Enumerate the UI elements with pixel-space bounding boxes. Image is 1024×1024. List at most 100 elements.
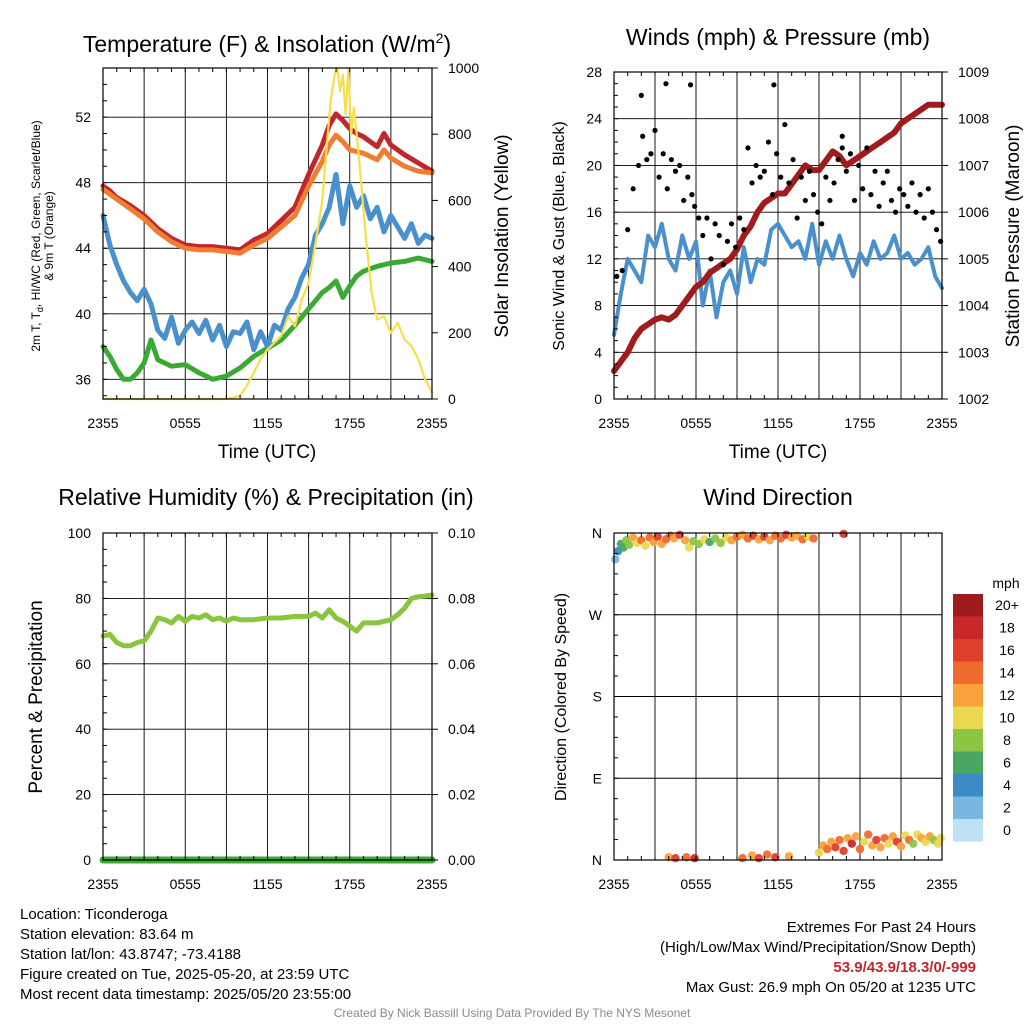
colorbar-swatch: [953, 819, 983, 842]
wind-y2label: Station Pressure (Maroon): [1003, 125, 1024, 348]
colorbar-swatch: [953, 751, 983, 774]
direction-point: [839, 529, 848, 539]
gust-point: [782, 121, 788, 128]
gust-point: [917, 192, 923, 198]
temp_9m-line: [100, 132, 435, 256]
temperature-y2label: Solar Insolation (Yellow): [492, 134, 513, 337]
gust-point: [716, 232, 722, 239]
gust-point: [640, 133, 646, 139]
colorbar-label: 20+: [995, 597, 1019, 613]
gust-point: [696, 215, 702, 221]
x-tick-label: 0555: [680, 876, 711, 892]
gust-point: [888, 197, 895, 204]
temperature-panel: Temperature (F) & Insolation (W/m2) 2355…: [29, 30, 513, 463]
wind-series: [611, 81, 945, 374]
direction-chart-title: Wind Direction: [703, 484, 853, 510]
gust-point: [681, 197, 687, 204]
x-tick-label: 2355: [598, 415, 629, 431]
direction-point: [855, 844, 865, 854]
temperature-ticks: 2355 0555 1155 1755 2355 36 40 44 48 52 0 200 400 600…: [75, 60, 479, 431]
y-tick-label: W: [589, 607, 603, 623]
max-gust: Max Gust: 26.9 mph On 05/20 at 1235 UTC: [685, 979, 976, 996]
humidity-ylabel: Percent & Precipitation: [26, 600, 47, 793]
colorbar-label: 10: [999, 710, 1015, 726]
colorbar-unit: mph: [992, 575, 1019, 591]
direction-point: [823, 844, 832, 854]
y2-tick-label: 1005: [958, 251, 989, 267]
colorbar-label: 16: [999, 642, 1015, 658]
direction-point: [716, 538, 725, 548]
gust-point: [892, 209, 899, 215]
gust-point: [839, 145, 845, 151]
gust-point: [733, 244, 739, 250]
gust-point: [872, 168, 878, 174]
gust-point: [656, 174, 662, 180]
y-tick-label: S: [593, 689, 602, 705]
direction-point: [624, 540, 634, 550]
gust-point: [925, 186, 931, 192]
y2-tick-label: 0.10: [448, 525, 475, 541]
speed-colorbar: mph 20+ 18 16 14 12 10 8 6 4 2 0: [953, 575, 1020, 842]
direction-point: [809, 534, 818, 543]
x-tick-label: 0555: [170, 415, 201, 431]
x-tick-label: 2355: [416, 876, 447, 892]
y2-tick-label: 0.06: [448, 656, 475, 672]
gust-point: [704, 215, 710, 221]
y2-tick-label: 1004: [958, 298, 989, 314]
colorbar-label: 18: [999, 620, 1015, 636]
gust-point: [771, 82, 777, 88]
x-tick-label: 2355: [87, 876, 118, 892]
direction-point: [835, 835, 844, 845]
x-tick-label: 1755: [844, 876, 875, 892]
gust-point: [712, 221, 718, 227]
gust-point: [724, 238, 731, 244]
direction-point: [909, 839, 918, 848]
direction-point: [784, 852, 794, 861]
humidity-chart-title: Relative Humidity (%) & Precipitation (i…: [58, 484, 473, 510]
gust-point: [774, 151, 780, 157]
y2-tick-label: 200: [448, 325, 472, 341]
y2-tick-label: 1002: [958, 391, 989, 407]
gust-point: [901, 192, 907, 198]
direction-point: [771, 853, 780, 862]
colorbar-label: 4: [1003, 777, 1011, 793]
gust-point: [672, 168, 679, 174]
wind-ticks: 2355 0555 1155 1755 2355 0 4 8 12 16 20 24 28 1002 100…: [586, 64, 989, 431]
direction-grid: [613, 532, 943, 861]
colorbar-label: 6: [1003, 755, 1011, 771]
gust-point: [847, 151, 854, 157]
colorbar-swatch: [953, 684, 983, 707]
heat_index_wind_chill-line: [100, 172, 435, 353]
gust-point: [856, 162, 862, 169]
y-tick-label: 0: [83, 852, 91, 868]
gust-point: [708, 256, 714, 262]
insolation-line: [101, 66, 434, 401]
gust-point: [880, 180, 886, 186]
gust-point: [614, 273, 620, 279]
colorbar-swatch: [953, 729, 983, 752]
y-tick-label: 8: [594, 298, 602, 314]
y2-tick-label: 0.02: [448, 787, 475, 803]
direction-point: [738, 853, 747, 863]
gust-point: [835, 156, 841, 163]
y-tick-label: 80: [75, 590, 91, 606]
direction-point: [851, 832, 861, 841]
gust-point: [864, 145, 870, 151]
x-tick-label: 2355: [598, 876, 629, 892]
gust-point: [876, 203, 882, 209]
wind-panel: Winds (mph) & Pressure (mb) 2355 0555 1155…: [551, 24, 1024, 463]
gust-point: [720, 262, 726, 268]
x-tick-label: 2355: [926, 876, 957, 892]
colorbar-label: 14: [999, 665, 1015, 681]
colorbar-swatch: [953, 774, 983, 797]
direction-point: [831, 843, 840, 852]
gust-point: [794, 215, 800, 221]
gust-point: [737, 215, 743, 221]
gust-point: [664, 186, 670, 192]
direction-point: [884, 839, 893, 848]
gust-point: [636, 162, 642, 169]
direction-point: [876, 843, 885, 852]
gust-point: [619, 267, 625, 274]
y-tick-label: 0: [594, 391, 602, 407]
